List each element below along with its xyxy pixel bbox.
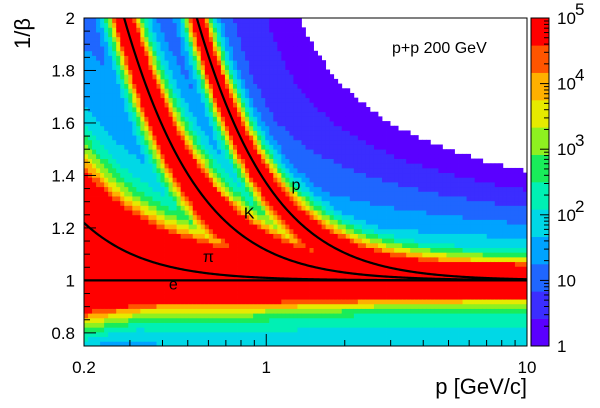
y-tick-label: 1.6 xyxy=(51,114,75,133)
colorbar-label: 10 xyxy=(557,271,576,290)
colorbar-segment xyxy=(531,18,549,46)
curve-labels: e π Kp xyxy=(169,177,301,294)
x-axis-title: p [GeV/c] xyxy=(435,374,527,399)
colorbar-label: 10 xyxy=(557,75,576,94)
colorbar-segment xyxy=(531,45,549,73)
colorbar-label-exponent: 4 xyxy=(575,66,584,85)
y-axis-title: 1/β xyxy=(10,18,35,49)
colorbar-segment xyxy=(531,127,549,155)
y-tick-label: 2 xyxy=(66,9,75,28)
y-tick-label: 1.8 xyxy=(51,61,75,80)
colorbar-label-exponent: 5 xyxy=(575,0,584,19)
colorbar-label: 1 xyxy=(557,337,566,356)
colorbar-segment xyxy=(531,291,549,319)
plot-frame xyxy=(83,17,528,347)
colorbar-segment xyxy=(531,318,549,347)
y-tick-label: 1 xyxy=(66,271,75,290)
curve-label-2: K xyxy=(244,206,255,223)
colorbar-label-exponent: 2 xyxy=(575,197,584,216)
colorbar-label-exponent: 3 xyxy=(575,131,584,150)
y-tick-label: 1.2 xyxy=(51,219,75,238)
curve-label-1: π xyxy=(203,249,214,266)
curve-label-0: e xyxy=(169,277,178,294)
x-tick-label: 1 xyxy=(262,358,271,377)
y-tick-label: 1.4 xyxy=(51,166,75,185)
colorbar-label: 10 xyxy=(557,9,576,28)
colorbar-segment xyxy=(531,264,549,292)
colorbar-label: 10 xyxy=(557,140,576,159)
x-tick-label: 10 xyxy=(518,358,537,377)
axes: 0.2 1 10 0.8 1 1.2 1.4 1.6 1.8 2 xyxy=(51,9,536,377)
colorbar-segment xyxy=(531,182,549,210)
curve-label-3: p xyxy=(292,177,301,194)
mass-curves xyxy=(84,18,527,282)
x-tick-label: 0.2 xyxy=(72,358,96,377)
y-tick-label: 0.8 xyxy=(51,324,75,343)
colorbar-segment xyxy=(531,100,549,128)
curve-3 xyxy=(195,18,527,281)
colorbar-segment xyxy=(531,236,549,265)
curve-2 xyxy=(122,18,527,282)
colorbar-segment xyxy=(531,209,549,237)
heatmap-cells xyxy=(84,18,527,346)
annotation-text: p+p 200 GeV xyxy=(392,40,487,57)
colorbar-label: 10 xyxy=(557,206,576,225)
